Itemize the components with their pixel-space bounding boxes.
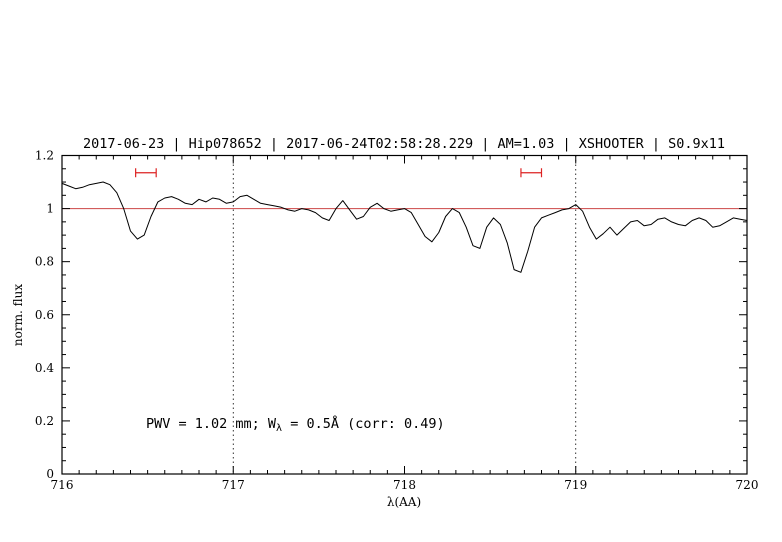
x-tick-label: 716: [51, 478, 74, 492]
x-tick-label: 718: [393, 478, 416, 492]
x-tick-label: 720: [736, 478, 759, 492]
y-tick-label: 1: [46, 202, 54, 216]
pwv-annotation-part2: = 0.5Å (corr: 0.49): [282, 415, 445, 432]
x-tick-label: 717: [222, 478, 245, 492]
y-tick-label: 0.2: [35, 414, 54, 428]
pwv-annotation-subscript: λ: [276, 423, 282, 434]
plot-layer: 716 717 718 719 720 0 0.2 0.4 0.6 0.8 1 1.2: [35, 149, 759, 493]
y-tick-label: 0.4: [35, 361, 54, 375]
y-tick-label: 1.2: [35, 149, 54, 163]
x-tick-label: 719: [564, 478, 587, 492]
plot-title: 2017-06-23 | Hip078652 | 2017-06-24T02:5…: [83, 136, 725, 152]
x-axis-label: λ(AA): [387, 495, 421, 509]
pwv-annotation-part1: PWV = 1.02 mm; W: [146, 416, 277, 432]
pwv-annotation: PWV = 1.02 mm; Wλ = 0.5Å (corr: 0.49): [146, 415, 445, 434]
y-axis-label: norm. flux: [11, 284, 25, 346]
y-tick-label: 0.6: [35, 308, 54, 322]
spectrum-line: [61, 181, 748, 273]
y-tick-label: 0: [46, 467, 54, 481]
y-tick-label: 0.8: [35, 255, 54, 269]
